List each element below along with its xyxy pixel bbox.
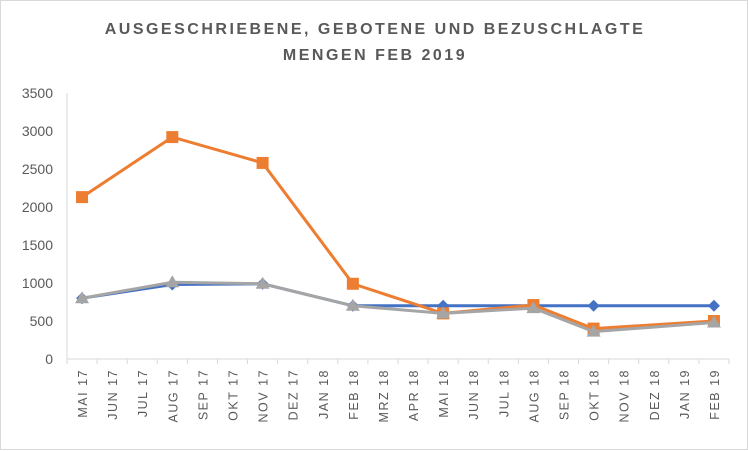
chart-title-line-2: MENGEN FEB 2019	[282, 47, 468, 64]
x-tick-label: AUG 18	[527, 369, 541, 422]
data-point-square	[256, 156, 269, 169]
x-tick-label: OKT 18	[588, 369, 602, 421]
x-tick-label: JUN 17	[106, 369, 120, 420]
x-tick-label: JUN 18	[467, 369, 481, 420]
x-tick-label: APR 18	[407, 369, 421, 421]
data-point-triangle	[75, 291, 90, 304]
data-point-triangle	[345, 298, 360, 311]
data-point-triangle	[706, 315, 721, 328]
x-tick-label: FEB 18	[347, 369, 361, 420]
x-tick-label: MAI 17	[76, 369, 90, 418]
x-tick-label: DEZ 18	[648, 369, 662, 420]
series-line-2	[81, 280, 715, 334]
x-tick-label: MAI 18	[437, 369, 451, 418]
data-point-triangle	[165, 275, 180, 288]
data-point-diamond	[587, 299, 600, 312]
y-tick-label: 3500	[22, 85, 53, 101]
data-point-triangle	[526, 301, 541, 314]
data-point-triangle	[436, 306, 451, 319]
x-tick-label: SEP 18	[558, 369, 572, 420]
data-point-square	[166, 131, 179, 144]
x-tick-label: JUL 18	[497, 369, 511, 417]
y-tick-label: 2500	[22, 161, 53, 177]
x-tick-label: MRZ 18	[377, 369, 391, 422]
x-tick-label: DEZ 17	[287, 369, 301, 420]
y-tick-label: 1000	[22, 275, 53, 291]
series-line-1	[81, 135, 715, 331]
y-tick-label: 3000	[22, 123, 53, 139]
x-tick-label: SEP 17	[196, 369, 210, 420]
y-tick-label: 1500	[22, 237, 53, 253]
x-tick-label: AUG 17	[166, 369, 180, 422]
x-tick-label: FEB 19	[708, 369, 722, 420]
data-point-triangle	[255, 276, 270, 289]
y-tick-label: 0	[45, 351, 53, 367]
series-line-0	[81, 282, 714, 308]
x-tick-label: JAN 18	[317, 369, 331, 419]
data-point-diamond	[707, 299, 720, 312]
y-tick-label: 2000	[22, 199, 53, 215]
data-point-triangle	[586, 324, 601, 337]
y-tick-label: 500	[30, 313, 54, 329]
x-tick-label: NOV 17	[257, 369, 271, 422]
x-tick-label: JUL 17	[136, 369, 150, 417]
chart-title-line-1: AUSGESCHRIEBENE, GEBOTENE UND BEZUSCHLAG…	[104, 21, 646, 38]
data-point-square	[346, 277, 359, 290]
x-tick-label: OKT 17	[227, 369, 241, 421]
data-point-square	[76, 191, 89, 204]
x-tick-label: NOV 18	[618, 369, 632, 422]
x-tick-label: JAN 19	[678, 369, 692, 419]
